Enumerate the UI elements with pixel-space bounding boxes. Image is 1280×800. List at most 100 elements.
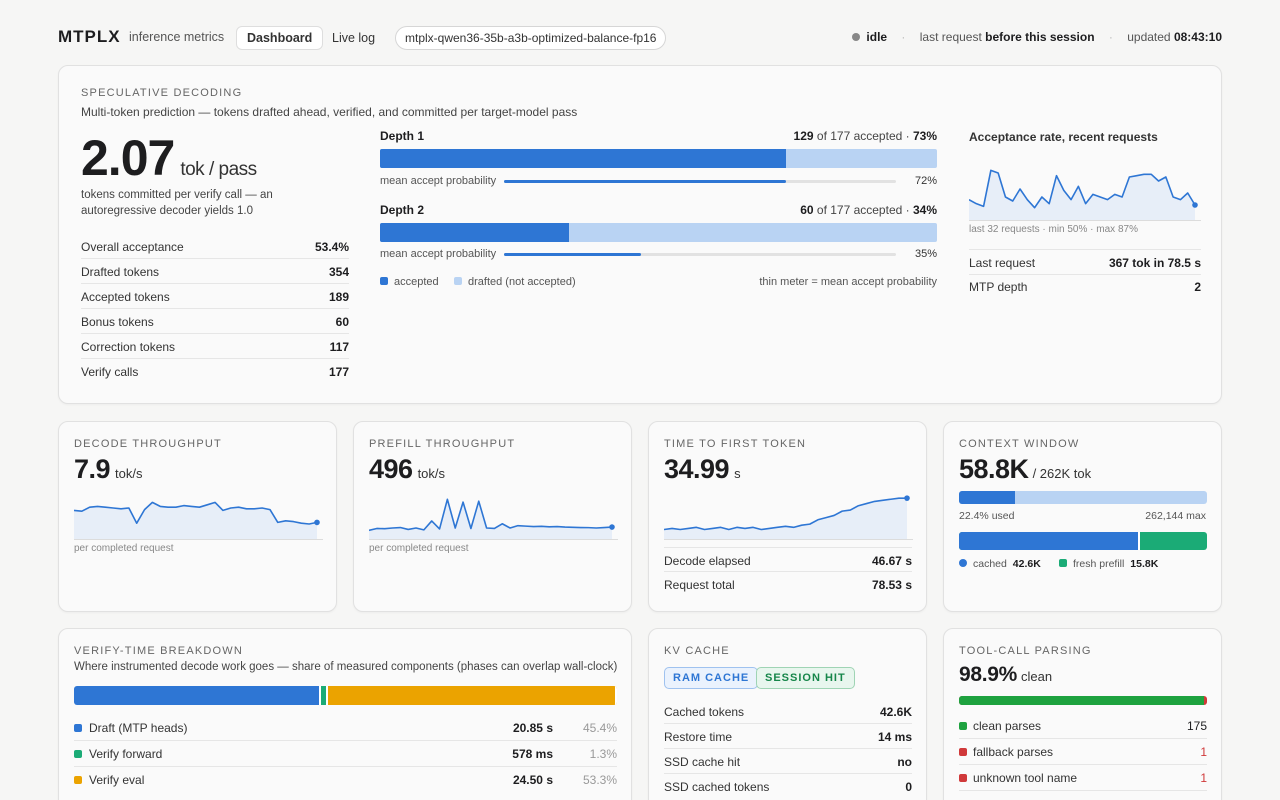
tool-label-text: fallback parses [973,745,1054,759]
depth-summary: 60 of 177 accepted · 34% [800,203,937,217]
metric-value: 7.9 [74,454,111,484]
top-bar: MTPLX inference metrics Dashboard Live l… [58,26,1222,50]
tool-swatch [959,722,967,730]
prefill-sparkline [369,498,618,540]
depth-of-text: of 177 accepted · [816,203,910,217]
rate-row-value: 367 tok in 78.5 s [1108,256,1201,270]
decode-last-point [314,519,320,526]
ttft-row-label: Decode elapsed [664,554,751,568]
status-bar: idle · last request before this session … [852,30,1222,44]
card-subtitle: Multi-token prediction — tokens drafted … [81,105,578,119]
depth-bar [380,149,937,168]
depth-bar [380,223,937,242]
tool-label-text: unknown tool name [973,771,1078,785]
kv-row-label: Restore time [664,730,733,744]
verify-row-pct: 45.4% [582,721,617,735]
kv-table: Cached tokens 42.6K Restore time 14 ms SSD… [664,699,912,800]
verify-swatch [74,724,82,732]
mean-accept-pct: 35% [914,248,937,260]
tool-clean-value: 98.9% clean [959,662,1052,690]
legend-drafted-label: drafted (not accepted) [468,276,576,288]
acceptance-rate-sparkline [969,169,1201,221]
card-title: KV CACHE [664,645,730,657]
verify-row-pct: 1.3% [589,747,617,761]
big-value: 2.07 [81,130,175,186]
context-max-label: 262,144 max [1145,510,1206,522]
fresh-swatch [1059,559,1067,567]
verify-table: Draft (MTP heads) 20.85 s 45.4% Verify forw… [74,715,617,800]
verify-swatch [74,750,82,758]
legend-accepted: accepted [380,276,439,288]
card-subtitle: Where instrumented decode work goes — sh… [74,661,618,673]
status-dot-icon [852,33,861,41]
legend-note: thin meter = mean accept probability [759,276,937,288]
ttft-row: Request total 78.53 s [664,572,912,597]
card-title: PREFILL THROUGHPUT [369,438,516,450]
depth-label: Depth 2 [380,203,425,217]
metric-unit: tok/s [115,466,143,481]
depth-pct: 34% [912,203,937,217]
stat-label: Bonus tokens [81,315,154,329]
stat-label: Verify calls [81,365,139,379]
tool-row: fallback parses 1 [959,739,1207,765]
cached-swatch [959,559,967,567]
ttft-last-point [904,495,910,501]
rate-row-value: 2 [1194,280,1201,294]
depth-of-text: of 177 accepted · [816,129,910,143]
prefill-value: 496 tok/s [369,453,445,490]
speculative-decoding-card: SPECULATIVE DECODING Multi-token predict… [58,65,1222,404]
metric-value: 58.8K [959,454,1029,484]
drafted-swatch [454,277,462,285]
verify-label-text: Draft (MTP heads) [89,721,188,735]
card-caption: per completed request [74,543,174,554]
tab-live-log[interactable]: Live log [332,31,376,45]
legend-fresh: fresh prefill 15.8K [1059,558,1158,570]
stat-label: Overall acceptance [81,240,184,254]
metric-value: 98.9% [959,663,1018,686]
rate-row: MTP depth 2 [969,274,1201,299]
kv-row: Cached tokens 42.6K [664,699,912,724]
verify-row-time: 20.85 s [512,721,553,735]
stat-row: Accepted tokens 189 [81,284,349,309]
legend-cached: cached 42.6K [959,558,1041,570]
card-caption: per completed request [369,543,469,554]
tab-dashboard[interactable]: Dashboard [236,26,324,50]
verify-segment [327,686,617,705]
kv-row-value: 14 ms [877,730,912,744]
tool-swatch [959,748,967,756]
stat-label: Drafted tokens [81,265,160,279]
depth-accepted: 60 [800,203,814,217]
acceptance-rate-line [969,169,1196,209]
stat-value: 354 [328,265,349,279]
metric-value: 34.99 [664,454,730,484]
verify-row: Verify eval 24.50 s 53.3% [74,767,617,793]
legend-drafted: drafted (not accepted) [454,276,576,288]
metric-unit: / 262K tok [1032,466,1092,481]
stat-label: Correction tokens [81,340,176,354]
verify-label-text: Verify eval [89,773,145,787]
cached-label: cached [973,558,1007,570]
ram-cache-badge: RAM CACHE [664,667,759,689]
acceptance-rate-panel: Acceptance rate, recent requests last 32… [969,129,1201,299]
rate-caption: last 32 requests · min 50% · max 87% [969,224,1138,235]
mean-accept-meter-fill [504,180,787,183]
kv-row-label: SSD cache hit [664,755,741,769]
acceptance-rate-last-point [1192,202,1198,208]
tool-row-label: clean parses [959,719,1041,733]
rate-table: Last request 367 tok in 78.5 s MTP depth 2 [969,249,1201,299]
context-used-bar [959,491,1207,504]
fresh-label: fresh prefill [1073,558,1125,570]
model-pill[interactable]: mtplx-qwen36-35b-a3b-optimized-balance-f… [395,26,667,50]
ttft-row-value: 78.53 s [871,578,912,592]
verify-row: Draft (MTP heads) 20.85 s 45.4% [74,715,617,741]
verify-row-label: Verify forward [74,747,162,761]
fresh-value: 15.8K [1130,558,1159,570]
depth-label: Depth 1 [380,129,425,143]
mean-accept-pct: 72% [914,175,937,187]
tool-row-label: unknown tool name [959,771,1077,785]
tokens-per-pass-value: 2.07 tok / pass [81,130,257,198]
updated-time: 08:43:10 [1173,30,1222,44]
stat-value: 53.4% [314,240,349,254]
mean-accept-meter-fill [504,253,642,256]
verify-swatch [74,776,82,784]
